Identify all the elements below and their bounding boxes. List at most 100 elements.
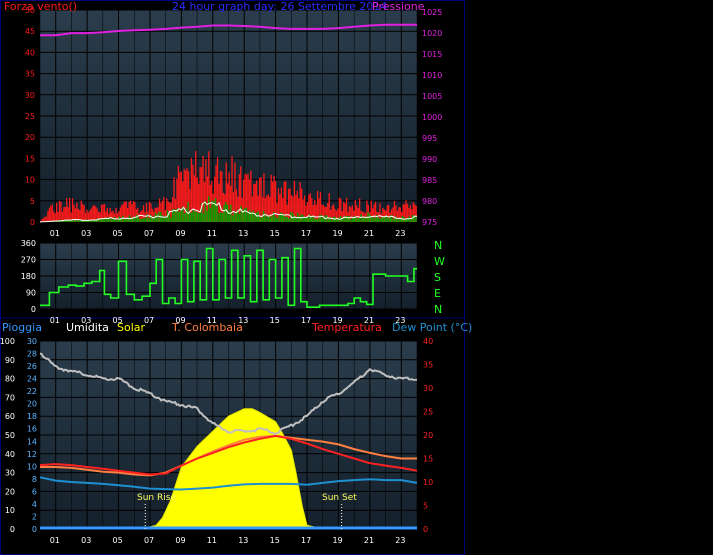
pressure-tick-label: 985 (422, 176, 437, 185)
wind-bar (180, 171, 182, 222)
wind-bar (47, 211, 49, 222)
wind-bar (261, 197, 264, 222)
gust-bar (63, 219, 66, 222)
gust-bar (238, 213, 241, 222)
wind-bar (89, 210, 91, 222)
x-tick-label: 03 (81, 316, 91, 325)
gust-bar (199, 212, 201, 222)
gust-bar (177, 208, 179, 222)
x-tick-label: 13 (238, 229, 248, 238)
gust-bar (329, 216, 332, 222)
direction-tick-label: 180 (21, 272, 36, 281)
gust-bar (331, 219, 333, 222)
wind-bar (106, 208, 108, 222)
gust-bar (65, 220, 68, 222)
humidity-tick-label: 0 (10, 525, 15, 534)
gust-bar (250, 212, 253, 222)
gust-bar (315, 219, 318, 222)
gust-bar (189, 212, 191, 222)
gust-bar (302, 215, 304, 222)
wind-bar (286, 204, 288, 222)
gust-bar (348, 216, 350, 222)
wind-bar (405, 200, 407, 222)
gust-bar (156, 214, 158, 222)
wind-bar (112, 210, 114, 222)
x-tick-label: 07 (144, 316, 154, 325)
gust-bar (219, 212, 222, 222)
gust-bar (228, 209, 230, 222)
gust-bar (266, 216, 268, 222)
wind-bar (302, 199, 304, 222)
gust-bar (103, 218, 105, 222)
wind-bar (147, 211, 149, 222)
pressure-tick-label: 975 (422, 218, 437, 227)
wind-bar (144, 212, 146, 222)
gust-bar (134, 217, 136, 222)
gust-bar (362, 216, 364, 222)
gust-bar (101, 218, 104, 222)
wind-bar (293, 180, 296, 222)
wind-bar (243, 179, 245, 222)
wind-bar (321, 204, 323, 222)
gust-bar (321, 215, 323, 222)
gust-bar (91, 219, 93, 222)
gust-bar (271, 215, 273, 222)
gust-bar (269, 216, 272, 222)
gust-bar (276, 217, 278, 222)
gust-bar (154, 212, 157, 222)
wind-bar (66, 198, 68, 222)
wind-bar (312, 205, 314, 222)
gust-bar (111, 219, 114, 222)
gust-bar (214, 198, 217, 222)
pressure-tick-label: 995 (422, 134, 437, 143)
gust-bar (386, 215, 388, 222)
gust-bar (171, 209, 174, 222)
wind-bar (99, 212, 101, 222)
wind-bar (357, 208, 359, 222)
wind-bar (137, 207, 139, 222)
gust-bar (115, 219, 117, 222)
wind-bar (140, 211, 142, 222)
wind-bar (102, 204, 104, 222)
humidity-tick-label: 100 (0, 337, 15, 346)
wind-bar (303, 195, 306, 222)
wind-bar (134, 201, 136, 222)
wind-bar (115, 207, 117, 222)
gust-bar (194, 210, 196, 222)
gust-bar (310, 215, 313, 222)
wind-bar (170, 202, 172, 222)
wind-bar (77, 208, 79, 222)
gust-bar (343, 216, 345, 222)
wind-bar (93, 204, 95, 222)
gust-bar (209, 208, 212, 222)
wind-bar (335, 210, 338, 222)
gust-bar (216, 204, 218, 222)
wind-bar (289, 188, 291, 222)
wind-bar (229, 186, 232, 222)
wind-bar (316, 190, 319, 222)
compass-s: S (434, 271, 441, 284)
wind-bar (55, 202, 58, 222)
wind-bar (330, 209, 332, 222)
temperature-tick-label: 20 (423, 431, 433, 440)
wind-bar (263, 173, 265, 222)
rain-tick-label: 14 (27, 437, 37, 446)
wind-bar (332, 204, 335, 222)
x-tick-label: 03 (81, 536, 91, 545)
direction-tick-label: 90 (26, 289, 36, 298)
pressure-line (40, 23, 417, 37)
gust-bar (247, 212, 249, 222)
wind-bar (234, 162, 236, 222)
x-tick-label: 19 (332, 229, 342, 238)
wind-bar (374, 201, 377, 222)
rain-tick-label: 28 (27, 350, 37, 359)
wind-bar (402, 204, 404, 222)
legend-temperature: Temperatura (311, 321, 382, 334)
humidity-tick-label: 20 (5, 487, 15, 496)
wind-tick-label: 50 (25, 6, 35, 15)
wind-bar (193, 175, 195, 222)
wind-bar (406, 203, 409, 222)
gust-bar (307, 217, 309, 222)
wind-bar (287, 188, 290, 222)
